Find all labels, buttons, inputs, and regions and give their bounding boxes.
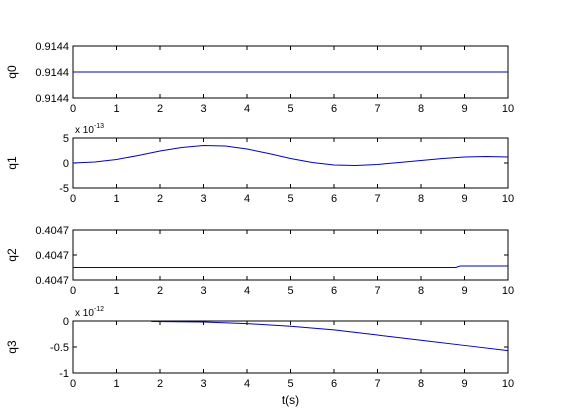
x-tick-label: 2 xyxy=(157,193,163,205)
x-tick-label: 7 xyxy=(374,103,380,115)
x-tick-label: 8 xyxy=(418,378,424,390)
y-axis-label: q2 xyxy=(5,248,19,262)
y-axis-label: q1 xyxy=(5,156,19,170)
y-tick-label: 0.4047 xyxy=(35,250,69,262)
y-tick-label: 0 xyxy=(63,316,69,328)
series-line-q3 xyxy=(151,321,509,352)
x-tick-label: 6 xyxy=(331,103,337,115)
y-tick-label: -5 xyxy=(59,183,69,195)
exponent-base: x 10 xyxy=(75,125,94,136)
exponent-power: -12 xyxy=(94,306,104,313)
x-tick-label: 5 xyxy=(287,193,293,205)
x-tick-label: 0 xyxy=(70,103,76,115)
x-tick-label: 10 xyxy=(502,103,514,115)
plot-frame xyxy=(72,320,509,374)
series-line-q1 xyxy=(72,144,509,167)
exponent-label: x 10-12 xyxy=(75,306,104,319)
x-tick-label: 2 xyxy=(157,285,163,297)
x-tick-label: 7 xyxy=(374,285,380,297)
plot-frame xyxy=(72,137,509,189)
x-tick-label: 8 xyxy=(418,285,424,297)
x-tick-label: 8 xyxy=(418,193,424,205)
y-axis-label: q0 xyxy=(5,65,19,79)
exponent-power: -13 xyxy=(94,123,104,130)
x-tick-label: 9 xyxy=(461,378,467,390)
y-tick-label: 0.9144 xyxy=(35,93,69,105)
x-tick-label: 0 xyxy=(70,193,76,205)
subplot-q3: 0 1 2 3 4 5 6 7 8 9 10 0 -0.5 -1 x 10-12 q3 t(s) xyxy=(5,306,514,407)
x-tick-label: 0 xyxy=(70,285,76,297)
x-tick-label: 9 xyxy=(461,193,467,205)
y-tick-label: 0.4047 xyxy=(35,275,69,287)
x-tick-label: 2 xyxy=(157,103,163,115)
x-tick-label: 1 xyxy=(113,378,119,390)
y-tick-label: 0.9144 xyxy=(35,41,69,53)
y-tick-label: 5 xyxy=(63,133,69,145)
x-tick-label: 3 xyxy=(200,193,206,205)
y-tick-label: -1 xyxy=(59,368,69,380)
x-tick-label: 0 xyxy=(70,378,76,390)
x-tick-label: 3 xyxy=(200,378,206,390)
x-axis-label: t(s) xyxy=(282,393,299,407)
x-tick-label: 1 xyxy=(113,193,119,205)
exponent-base: x 10 xyxy=(75,308,94,319)
y-tick-label: 0.4047 xyxy=(35,225,69,237)
y-tick-label: 0.9144 xyxy=(35,67,69,79)
x-tick-label: 10 xyxy=(502,285,514,297)
x-tick-label: 10 xyxy=(502,378,514,390)
x-tick-label: 9 xyxy=(461,103,467,115)
x-tick-label: 6 xyxy=(331,193,337,205)
x-tick-label: 1 xyxy=(113,285,119,297)
x-tick-label: 4 xyxy=(244,285,250,297)
series-line-q2 xyxy=(73,265,508,268)
y-axis-label: q3 xyxy=(5,340,19,354)
x-tick-label: 2 xyxy=(157,378,163,390)
x-tick-label: 5 xyxy=(287,103,293,115)
x-tick-label: 3 xyxy=(200,285,206,297)
subplot-q2: 0 1 2 3 4 5 6 7 8 9 10 0.4047 0.4047 0.4047 q2 xyxy=(5,225,514,297)
x-tick-label: 5 xyxy=(287,378,293,390)
y-tick-label: -0.5 xyxy=(50,342,69,354)
x-tick-label: 1 xyxy=(113,103,119,115)
y-tick-label: 0 xyxy=(63,158,69,170)
x-tick-label: 3 xyxy=(200,103,206,115)
x-tick-label: 10 xyxy=(502,193,514,205)
plot-frame xyxy=(72,229,509,281)
x-tick-label: 8 xyxy=(418,103,424,115)
x-tick-label: 4 xyxy=(244,193,250,205)
x-tick-label: 6 xyxy=(331,378,337,390)
x-tick-label: 6 xyxy=(331,285,337,297)
x-tick-label: 7 xyxy=(374,378,380,390)
x-tick-label: 9 xyxy=(461,285,467,297)
exponent-label: x 10-13 xyxy=(75,123,104,136)
x-tick-label: 7 xyxy=(374,193,380,205)
x-tick-label: 4 xyxy=(244,103,250,115)
x-tick-label: 4 xyxy=(244,378,250,390)
subplot-q0: 0 1 2 3 4 5 6 7 8 9 10 0.9144 0.9144 0.9144 q0 xyxy=(5,41,514,115)
x-tick-label: 5 xyxy=(287,285,293,297)
